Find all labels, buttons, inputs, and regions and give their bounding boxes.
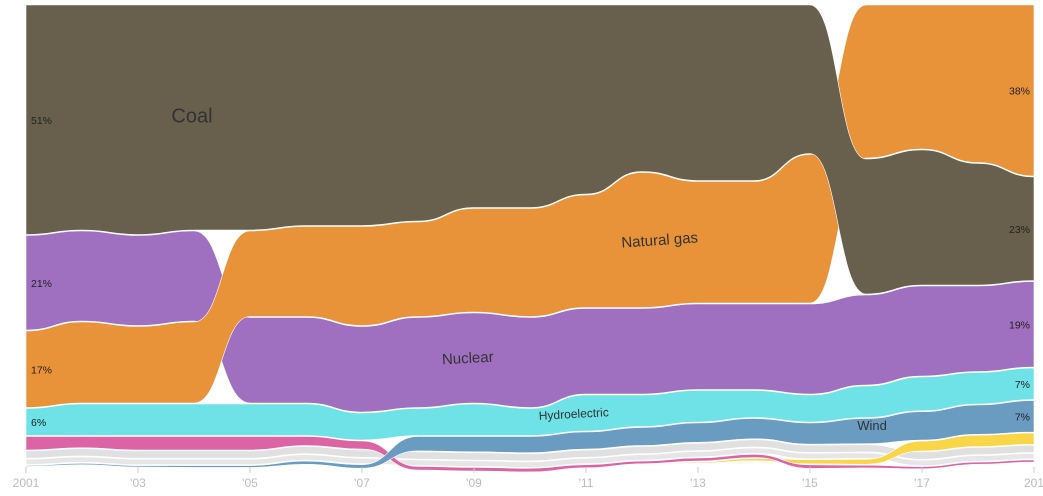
x-tick-label: '03 (130, 476, 146, 490)
x-tick-label: '07 (354, 476, 370, 490)
x-tick: '07 (354, 467, 370, 490)
start-percent-label: 6% (31, 417, 46, 429)
end-percent-label: 7% (1015, 379, 1030, 391)
x-tick: '15 (802, 467, 818, 490)
wind-label: Wind (857, 418, 887, 433)
x-tick: 201 (1024, 467, 1043, 490)
end-percent-label: 23% (1009, 224, 1030, 236)
unlabeled-5-area (25, 436, 1035, 473)
percent-labels: 51% 21% 17% 6% 38% 23% 19% 7% 7% (31, 86, 1030, 430)
x-tick: '09 (466, 467, 482, 490)
end-percent-label: 19% (1009, 319, 1030, 331)
start-percent-label: 51% (31, 115, 52, 127)
end-percent-label: 38% (1009, 86, 1030, 98)
unlabeled-7-area (25, 439, 1035, 462)
hydroelectric-area (25, 367, 1035, 441)
x-tick-label: '11 (579, 476, 594, 490)
natural-gas-area (25, 4, 1035, 408)
x-tick: '17 (914, 467, 930, 490)
x-tick-label: '05 (242, 476, 258, 490)
x-tick: 2001 (13, 467, 40, 490)
x-tick-label: '09 (466, 476, 482, 490)
unlabeled-8-area (25, 447, 1035, 468)
x-tick-label: 2001 (13, 476, 40, 490)
x-tick-label: '15 (802, 476, 818, 490)
x-tick: '03 (130, 467, 146, 490)
coal-label: Coal (171, 106, 212, 128)
x-axis: 2001 '03 '05 '07 '09 '11 '13 '15 '17 201 (13, 467, 1043, 490)
start-percent-label: 21% (31, 278, 52, 290)
x-tick: '13 (690, 467, 706, 490)
series-labels: Coal Natural gas Nuclear Hydroelectric Wind (171, 106, 886, 433)
nuclear-label: Nuclear (442, 349, 495, 369)
nuclear-area (25, 230, 1035, 413)
x-tick: '11 (579, 467, 594, 490)
natural-gas-label: Natural gas (621, 229, 699, 251)
series-areas (25, 4, 1035, 474)
end-percent-label: 7% (1015, 411, 1030, 423)
coal-area (25, 4, 1035, 295)
start-percent-label: 17% (31, 364, 52, 376)
x-tick: '05 (242, 467, 258, 490)
hydroelectric-label: Hydroelectric (538, 405, 609, 423)
x-tick-label: 201 (1024, 476, 1043, 490)
x-tick-label: '17 (914, 476, 930, 490)
x-tick-label: '13 (690, 476, 706, 490)
